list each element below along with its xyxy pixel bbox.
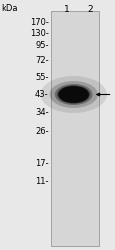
- Ellipse shape: [49, 81, 97, 108]
- Ellipse shape: [40, 76, 106, 113]
- Text: 2: 2: [87, 4, 92, 14]
- Text: 72-: 72-: [35, 56, 48, 65]
- Text: 55-: 55-: [35, 73, 48, 82]
- Text: 43-: 43-: [35, 90, 48, 99]
- Ellipse shape: [54, 84, 92, 105]
- Text: 130-: 130-: [30, 28, 48, 38]
- Text: 26-: 26-: [35, 127, 48, 136]
- Ellipse shape: [57, 86, 89, 103]
- Text: 1: 1: [63, 4, 69, 14]
- Text: 170-: 170-: [30, 18, 48, 27]
- Text: 11-: 11-: [35, 178, 48, 186]
- Ellipse shape: [58, 86, 88, 103]
- Text: 17-: 17-: [35, 158, 48, 168]
- Text: 34-: 34-: [35, 108, 48, 117]
- FancyBboxPatch shape: [51, 11, 98, 246]
- Text: kDa: kDa: [1, 4, 17, 13]
- Text: 95-: 95-: [35, 41, 48, 50]
